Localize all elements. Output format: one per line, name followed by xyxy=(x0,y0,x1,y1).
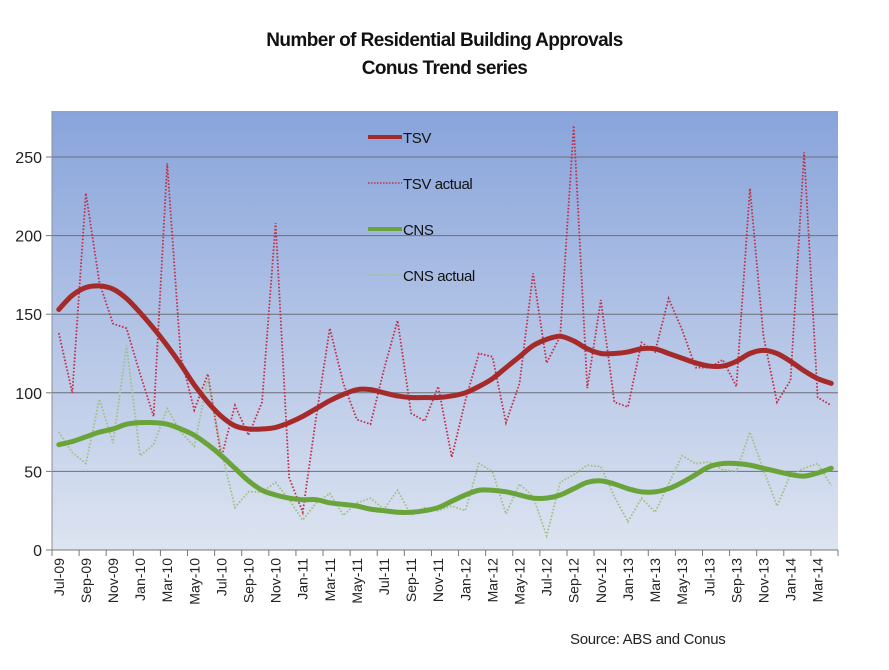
x-tick-label: Sep-13 xyxy=(728,558,744,603)
x-tick-label: Mar-12 xyxy=(484,558,500,603)
chart-subtitle: Conus Trend series xyxy=(361,58,528,79)
x-tick-label: Mar-14 xyxy=(810,558,826,603)
legend: TSV TSV actual CNS CNS actual xyxy=(368,130,475,285)
series-line-tsv-actual xyxy=(57,125,832,516)
y-tick-label: 200 xyxy=(15,229,42,246)
x-tick-label: Sep-10 xyxy=(241,558,257,603)
legend-item: TSV actual xyxy=(368,176,473,193)
plot-area xyxy=(52,111,838,550)
x-axis: Jul-09 Sep-09 Nov-09 Jan-10 Mar-10 May-10 Jul-… xyxy=(51,549,839,605)
x-tick-label: Sep-09 xyxy=(78,558,94,603)
x-tick-label: Nov-11 xyxy=(430,558,446,602)
x-tick-label: Nov-10 xyxy=(268,558,284,603)
legend-label: TSV xyxy=(403,130,431,147)
x-tick-label: Jan-13 xyxy=(620,558,636,601)
legend-item: CNS xyxy=(368,222,434,239)
x-tick-label: May-12 xyxy=(512,558,528,605)
x-tick-label: Jul-10 xyxy=(213,558,229,596)
legend-label: CNS actual xyxy=(403,268,475,285)
x-tick-label: May-10 xyxy=(186,558,202,605)
y-axis: 0 50 100 150 200 250 xyxy=(15,111,53,560)
y-tick-label: 50 xyxy=(24,464,42,481)
y-tick-label: 250 xyxy=(15,150,42,167)
x-tick-label: Mar-13 xyxy=(647,558,663,603)
series-line-cns xyxy=(56,419,834,515)
x-tick-label: Nov-09 xyxy=(105,558,121,603)
series-line-cns-actual xyxy=(58,345,832,539)
legend-label: CNS xyxy=(403,222,434,239)
y-tick-label: 0 xyxy=(33,543,42,560)
x-tick-label: Nov-13 xyxy=(755,558,771,603)
source-note: Source: ABS and Conus xyxy=(570,631,726,648)
x-tick-label: Jan-11 xyxy=(295,558,311,600)
x-tick-label: May-11 xyxy=(349,558,365,604)
x-tick-label: Jan-14 xyxy=(783,558,799,601)
x-tick-label: Mar-11 xyxy=(322,558,338,602)
x-tick-label: Nov-12 xyxy=(593,558,609,603)
x-tick-label: Sep-11 xyxy=(403,558,419,602)
x-tick-label: Jul-11 xyxy=(376,558,392,595)
x-tick-label: Jul-09 xyxy=(51,558,67,596)
legend-item: TSV xyxy=(368,130,432,147)
legend-label: TSV actual xyxy=(403,176,472,193)
x-tick-label: Sep-12 xyxy=(566,558,582,603)
x-tick-label: Jul-12 xyxy=(539,558,555,596)
x-tick-label: Jan-10 xyxy=(132,558,148,601)
x-tick-label: Jan-12 xyxy=(457,558,473,601)
chart-title: Number of Residential Building Approvals xyxy=(266,30,623,51)
x-tick-label: May-13 xyxy=(674,558,690,605)
series-lines xyxy=(56,125,834,539)
series-line-tsv xyxy=(56,283,834,432)
gridlines xyxy=(52,156,838,472)
y-tick-label: 150 xyxy=(15,307,42,324)
legend-item: CNS actual xyxy=(368,268,475,285)
x-tick-label: Jul-13 xyxy=(701,558,717,596)
y-tick-label: 100 xyxy=(15,386,42,403)
x-tick-label: Mar-10 xyxy=(159,558,175,603)
